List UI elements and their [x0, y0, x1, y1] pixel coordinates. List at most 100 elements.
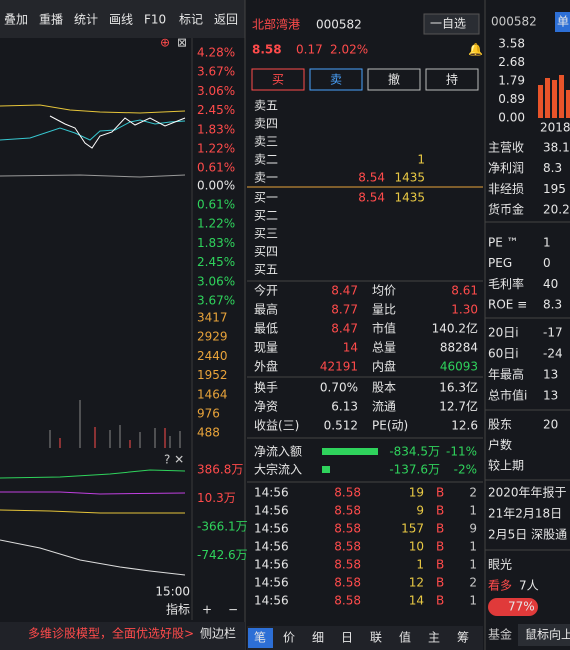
action-button[interactable]: 持: [446, 72, 458, 87]
price-axis-label: 2.45%: [197, 255, 235, 269]
trade-volume: 10: [409, 540, 424, 554]
price-axis-label: 3.67%: [197, 65, 235, 79]
volume-axis-label: 488: [197, 426, 220, 440]
fund-label: 基金: [488, 627, 512, 642]
mouse-box[interactable]: [518, 624, 570, 646]
toolbar-button[interactable]: 统计: [74, 13, 98, 27]
flow-value: -834.5万: [389, 445, 440, 459]
action-button[interactable]: 卖: [330, 73, 342, 87]
tab[interactable]: 筹: [457, 631, 469, 645]
tab-bar: [247, 626, 483, 650]
mini-year: 2018: [540, 121, 570, 135]
avg-line: [0, 104, 186, 114]
icon[interactable]: ⊠: [177, 36, 187, 50]
price-line: [0, 119, 186, 141]
stat-value: 46093: [440, 360, 478, 374]
tab[interactable]: 联: [370, 631, 382, 645]
price-axis-label: 1.83%: [197, 122, 235, 136]
indicator-button[interactable]: 指标: [166, 602, 190, 617]
mouse-button[interactable]: 鼠标向上: [525, 627, 570, 642]
tab[interactable]: 值: [399, 630, 411, 645]
tab[interactable]: 日: [341, 631, 353, 645]
stat-value: 42191: [320, 360, 358, 374]
flow-bar: [322, 448, 378, 455]
action-box[interactable]: [309, 68, 363, 91]
pill: [488, 598, 538, 616]
stat-label: 内盘: [372, 359, 396, 374]
book-volume: 1: [417, 153, 425, 167]
toolbar-button[interactable]: 返回: [214, 13, 238, 27]
flow-axis-label: 10.3万: [197, 491, 236, 505]
flow-pct: -11%: [446, 445, 477, 459]
bell-icon[interactable]: 🔔: [468, 43, 483, 57]
action-button[interactable]: 撤: [388, 72, 400, 87]
trade-side: B: [436, 576, 444, 590]
toolbar-button[interactable]: 叠加: [4, 13, 28, 27]
watchlist-box[interactable]: [423, 13, 480, 35]
stat-label: 总量: [372, 341, 396, 355]
tab[interactable]: 笔: [254, 630, 266, 645]
book-label: 买二: [254, 209, 278, 223]
icon[interactable]: ? ✕: [164, 453, 184, 467]
price-line: [49, 115, 186, 149]
valuation-label: ROE ≡: [488, 298, 527, 312]
trade-count: 2: [469, 576, 477, 590]
stat-label: 今开: [254, 283, 278, 298]
flow-line: [0, 539, 186, 576]
holders-label: 较上期: [488, 458, 524, 473]
flow-axis-label: 386.8万: [197, 463, 243, 477]
toolbar-button[interactable]: F10: [144, 13, 166, 27]
book-volume: 1435: [394, 191, 425, 205]
toolbar-button[interactable]: 重播: [39, 13, 63, 27]
stat-value: 12.6: [451, 419, 478, 433]
holders-label: 户数: [488, 437, 512, 452]
stat-label: 净资: [254, 400, 278, 414]
volume-axis-label: 976: [197, 407, 220, 421]
notice: 2020年年报于: [488, 485, 567, 500]
book-price: 8.54: [358, 171, 385, 185]
plus-button[interactable]: +: [202, 603, 212, 617]
watchlist-button[interactable]: 一自选: [430, 17, 466, 31]
stat-value: 1.30: [451, 303, 478, 317]
trade-count: 1: [469, 504, 477, 518]
valuation-value: 1: [543, 236, 551, 250]
action-box[interactable]: [251, 68, 305, 91]
corner-box[interactable]: [555, 12, 570, 32]
trade-count: 9: [469, 522, 477, 536]
volume-axis-label: 2440: [197, 349, 228, 363]
action-box[interactable]: [367, 68, 421, 91]
trade-side: B: [436, 540, 444, 554]
icon[interactable]: ⊕: [160, 36, 170, 50]
toolbar-button[interactable]: 标记: [179, 13, 203, 27]
trade-side: B: [436, 522, 444, 536]
book-label: 卖三: [254, 135, 278, 149]
trade-price: 8.58: [334, 540, 361, 554]
book-label: 卖五: [254, 99, 278, 113]
flow-label: 净流入额: [254, 445, 302, 459]
tab[interactable]: 细: [312, 631, 324, 645]
finance-value: 8.3: [543, 161, 562, 175]
performance-value: 13: [543, 389, 558, 403]
flow-axis-label: -366.1万: [197, 520, 248, 534]
trade-count: 1: [469, 540, 477, 554]
stat-label: 外盘: [254, 359, 278, 374]
stat-value: 140.2亿: [432, 321, 478, 336]
stat-label: PE(动): [372, 419, 408, 433]
toolbar-button[interactable]: 画线: [109, 13, 133, 27]
tab[interactable]: 主: [428, 631, 440, 645]
tab[interactable]: 价: [283, 631, 295, 645]
corner-button[interactable]: 单: [557, 15, 569, 29]
stat-value: 6.13: [331, 400, 358, 414]
stat-label: 市值: [372, 321, 396, 336]
trade-volume: 157: [401, 522, 424, 536]
volume-bars: [49, 400, 181, 448]
action-box[interactable]: [425, 68, 479, 91]
ref-line: [0, 174, 186, 178]
minus-button[interactable]: −: [228, 603, 238, 617]
sidebar-button[interactable]: 侧边栏: [200, 626, 236, 641]
trade-time: 14:56: [254, 504, 289, 518]
action-button[interactable]: 买: [272, 73, 284, 87]
volume-bars: [59, 427, 166, 448]
change: 0.17: [296, 43, 323, 57]
stat-value: 14: [343, 341, 358, 355]
